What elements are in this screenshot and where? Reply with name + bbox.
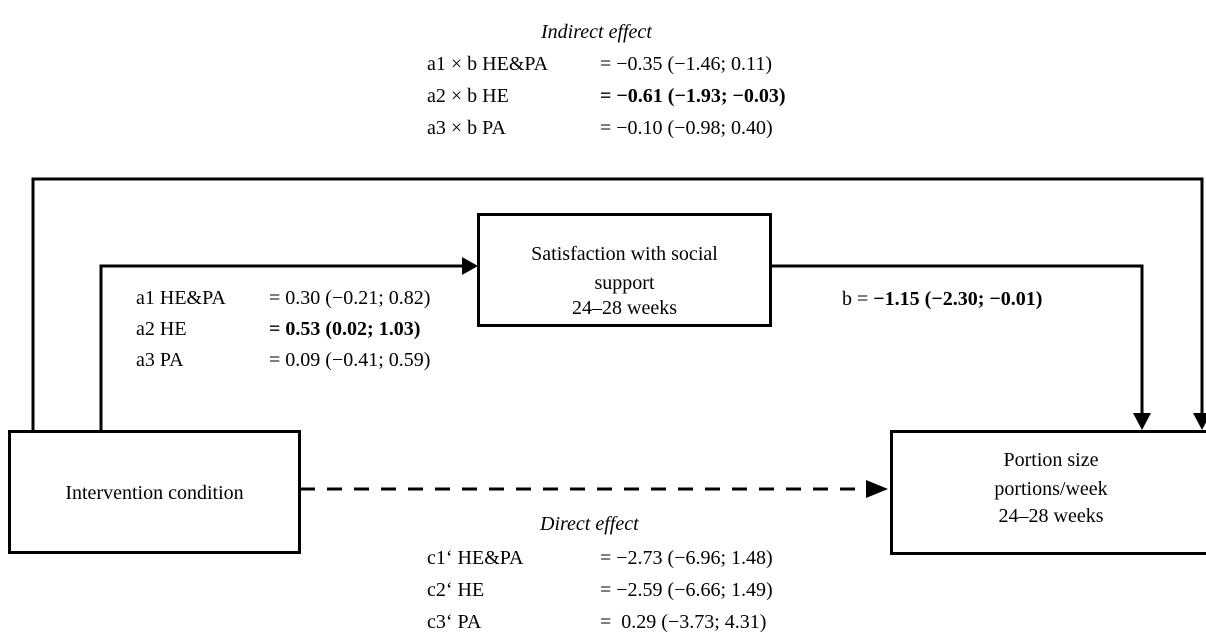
direct-row-label: c3‘ PA (427, 611, 482, 633)
a-path-label: a1 HE&PA (136, 287, 226, 309)
direct-effect-heading: Direct effect (540, 513, 639, 535)
total-effect-arrowhead (1193, 413, 1206, 430)
indirect-row-value: = −0.61 (−1.93; −0.03) (600, 85, 786, 107)
direct-row-value: = −2.59 (−6.66; 1.49) (600, 579, 773, 601)
outcome-line: 24–28 weeks (998, 505, 1104, 527)
direct-effect-arrowhead (866, 480, 888, 498)
mediator-box: Satisfaction with social support 24–28 w… (477, 213, 772, 327)
a-path (99, 264, 466, 430)
direct-row-label: c2‘ HE (427, 579, 485, 601)
a-path-value: = 0.30 (−0.21; 0.82) (269, 287, 431, 309)
a-path-value: = 0.09 (−0.41; 0.59) (269, 349, 431, 371)
direct-row-value: = −2.73 (−6.96; 1.48) (600, 547, 773, 569)
direct-row-label: c1‘ HE&PA (427, 547, 524, 569)
mediator-line: Satisfaction with social (531, 243, 718, 265)
b-path-arrowhead (1133, 413, 1151, 430)
b-path-label-prefix: b = (842, 288, 869, 310)
mediator-line: 24–28 weeks (572, 297, 677, 319)
direct-row-value: = 0.29 (−3.73; 4.31) (600, 611, 767, 633)
outcome-line: Portion size (1003, 449, 1099, 471)
outcome-box: Portion size portions/week 24–28 weeks (890, 430, 1206, 555)
a-path-value: = 0.53 (0.02; 1.03) (269, 318, 421, 340)
a-path-arrowhead (462, 257, 478, 275)
a-path-label: a3 PA (136, 349, 184, 371)
outcome-line: portions/week (994, 478, 1108, 500)
indirect-effect-heading: Indirect effect (541, 21, 652, 43)
b-path-label: b = −1.15 (−2.30; −0.01) (842, 287, 1042, 311)
indirect-row-value: = −0.10 (−0.98; 0.40) (600, 117, 773, 139)
mediator-line: support (594, 272, 655, 294)
intervention-box: Intervention condition (8, 430, 301, 554)
total-effect-path (31, 177, 1204, 430)
intervention-label: Intervention condition (65, 482, 244, 504)
indirect-row-label: a2 × b HE (427, 85, 509, 107)
indirect-row-label: a1 × b HE&PA (427, 53, 549, 75)
b-path (770, 264, 1144, 417)
indirect-row-label: a3 × b PA (427, 117, 506, 139)
a-path-label: a2 HE (136, 318, 187, 340)
b-path-value: −1.15 (−2.30; −0.01) (873, 288, 1043, 310)
indirect-row-value: = −0.35 (−1.46; 0.11) (600, 53, 772, 75)
